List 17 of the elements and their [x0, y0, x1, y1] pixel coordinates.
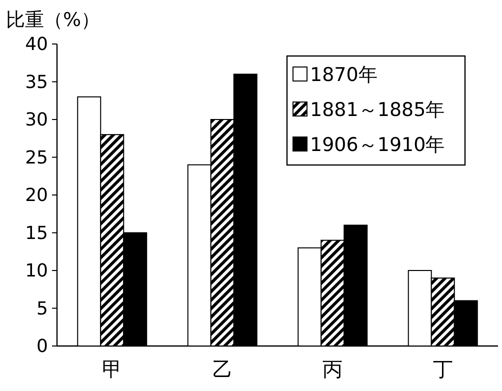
- y-tick-label: 25: [25, 147, 48, 168]
- legend-label: 1906～1910年: [310, 134, 445, 156]
- legend-label: 1881～1885年: [310, 99, 445, 121]
- y-axis-title: 比重（%）: [6, 9, 100, 31]
- y-tick-label: 20: [25, 185, 48, 206]
- y-tick-label: 35: [25, 72, 48, 93]
- y-tick-label: 10: [25, 260, 48, 282]
- legend-label: 1870年: [310, 64, 378, 86]
- y-tick-label: 30: [25, 110, 48, 130]
- x-tick-label: 甲: [102, 357, 122, 381]
- x-tick-label: 丁: [432, 357, 453, 381]
- y-tick-label: 40: [25, 34, 48, 55]
- y-tick-label: 0: [36, 336, 48, 357]
- x-tick-label: 丙: [322, 357, 343, 381]
- x-tick-label: 乙: [212, 357, 232, 381]
- y-tick-label: 15: [25, 222, 48, 244]
- y-tick-label: 5: [36, 298, 48, 320]
